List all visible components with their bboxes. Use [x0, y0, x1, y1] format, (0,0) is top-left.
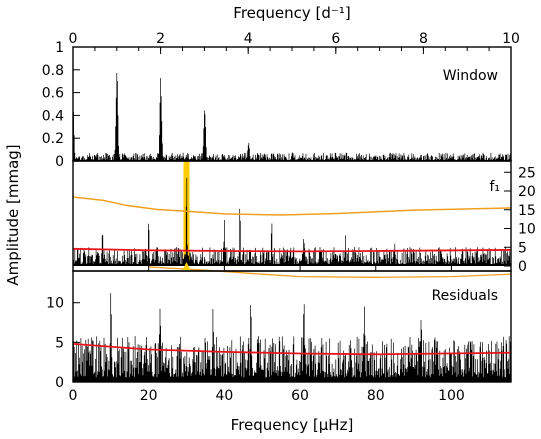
bottom-x-tick-label: 100: [438, 388, 465, 404]
f1-right-y-tick-label: 10: [518, 222, 536, 238]
f1-right-y-tick-label: 20: [518, 184, 536, 200]
panel-f1-frame: [72, 160, 512, 272]
top-x-tick-label: 4: [244, 31, 253, 47]
f1-right-y-tick-label: 15: [518, 203, 536, 219]
f1-significance-curve: [72, 196, 511, 216]
residuals-y-tick-label: 0: [55, 375, 64, 391]
panel-f1-label: f₁: [489, 179, 500, 195]
panel-window-label: Window: [443, 68, 498, 84]
panel-residuals-frame: [72, 270, 512, 383]
bottom-x-tick-label: 60: [291, 388, 309, 404]
residuals-spectrum: [72, 293, 512, 382]
top-x-axis-label: Frequency [d⁻¹]: [233, 4, 350, 22]
residuals-y-tick-label: 10: [46, 296, 64, 312]
window-y-tick-label: 0.2: [42, 131, 64, 147]
y-axis-label: Amplitude [mmag]: [4, 144, 22, 285]
bottom-x-tick-label: 0: [69, 388, 78, 404]
bottom-x-tick-label: 20: [140, 388, 158, 404]
spectrum-traces: [72, 73, 512, 382]
top-x-tick-label: 6: [331, 31, 340, 47]
panel-window-frame: [72, 46, 512, 162]
f1-spectrum: [72, 177, 512, 266]
top-x-tick-label: 8: [419, 31, 428, 47]
residuals-significance-curve: [148, 266, 511, 278]
peak-marks: [182, 262, 191, 270]
window-y-tick-label: 0.8: [42, 63, 64, 79]
bottom-x-tick-label: 80: [367, 388, 385, 404]
bottom-x-tick-label: 40: [215, 388, 233, 404]
bottom-x-axis-label: Frequency [μHz]: [231, 416, 354, 434]
window-y-tick-label: 0.6: [42, 86, 64, 102]
f1-right-y-tick-label: 5: [518, 240, 527, 256]
top-x-tick-label: 10: [502, 31, 520, 47]
top-x-tick-label: 0: [69, 31, 78, 47]
residuals-y-tick-label: 5: [55, 335, 64, 351]
panel-residuals-label: Residuals: [432, 288, 498, 304]
window-y-tick-label: 1: [55, 40, 64, 56]
residuals-noise-curve: [72, 343, 511, 356]
window-y-tick-label: 0: [55, 154, 64, 170]
axis-ticks: 0 2 4 6 8 100 20 40 60 80 10000.20.40.60.810510051…: [42, 31, 536, 404]
window-spectrum: [72, 73, 512, 161]
threshold-curves: [72, 196, 511, 356]
window-y-tick-label: 0.4: [42, 108, 64, 124]
top-x-tick-label: 2: [156, 31, 165, 47]
f1-noise-curve: [72, 247, 511, 253]
f1-marker-triangle: [182, 262, 191, 270]
f1-right-y-tick-label: 0: [518, 259, 527, 275]
f1-right-y-tick-label: 25: [518, 165, 536, 181]
